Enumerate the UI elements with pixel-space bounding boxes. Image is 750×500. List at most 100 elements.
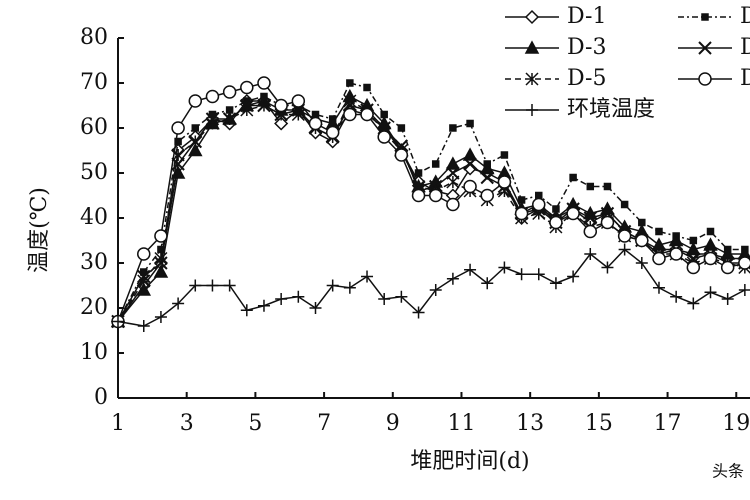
- y-tick-label: 30: [80, 250, 108, 275]
- data-point: [223, 279, 236, 292]
- data-point: [188, 134, 202, 149]
- data-point: [706, 227, 715, 236]
- data-point: [308, 116, 323, 131]
- data-point: [584, 248, 597, 260]
- data-point: [549, 215, 563, 230]
- data-point: [583, 224, 598, 239]
- data-point: [325, 125, 340, 140]
- data-point: [397, 124, 406, 132]
- data-point: [463, 179, 477, 194]
- data-point: [566, 206, 580, 221]
- legend-marker: [698, 41, 712, 55]
- data-point: [738, 256, 750, 270]
- data-point: [532, 268, 545, 281]
- data-point: [112, 315, 124, 328]
- data-point: [480, 188, 494, 203]
- data-point: [360, 107, 374, 122]
- data-point: [343, 94, 357, 108]
- data-point: [428, 188, 443, 203]
- legend-marker: [524, 9, 540, 25]
- data-point: [411, 188, 426, 203]
- legend-marker: [701, 13, 709, 21]
- data-point: [412, 306, 425, 319]
- data-point: [257, 299, 270, 312]
- data-point: [569, 173, 577, 182]
- legend-marker: [524, 40, 540, 54]
- data-point: [586, 182, 595, 191]
- data-point: [429, 284, 442, 296]
- legend-marker: [698, 72, 712, 86]
- x-axis-label: 堆肥时间(d): [410, 449, 529, 474]
- data-point: [686, 241, 701, 256]
- data-point: [189, 279, 202, 292]
- y-tick-label: 10: [80, 340, 108, 365]
- data-point: [431, 160, 440, 168]
- y-tick-label: 70: [80, 70, 108, 95]
- data-point: [515, 268, 528, 281]
- data-point: [686, 260, 701, 275]
- data-point: [154, 229, 168, 243]
- data-point: [154, 311, 167, 323]
- data-point: [309, 302, 322, 314]
- data-point: [618, 243, 631, 256]
- data-point: [603, 182, 612, 191]
- data-point: [720, 260, 735, 275]
- legend-label: D-3: [567, 35, 606, 60]
- data-point: [377, 130, 391, 144]
- data-point: [464, 263, 477, 276]
- data-point: [567, 270, 580, 283]
- x-tick-label: 17: [654, 411, 682, 436]
- data-point: [704, 286, 717, 299]
- data-point: [446, 272, 459, 285]
- data-point: [498, 261, 511, 274]
- data-point: [617, 229, 632, 243]
- data-point: [601, 261, 614, 274]
- legend-label: D: [740, 35, 750, 60]
- data-point: [223, 112, 237, 126]
- y-tick-label: 50: [80, 160, 108, 185]
- data-point: [479, 160, 495, 175]
- data-point: [153, 264, 169, 278]
- data-point: [343, 107, 357, 122]
- data-point: [703, 237, 718, 251]
- data-point: [446, 197, 460, 212]
- data-point: [445, 156, 461, 170]
- data-point: [205, 116, 219, 131]
- data-point: [188, 94, 203, 108]
- data-point: [205, 89, 220, 104]
- data-point: [343, 281, 356, 294]
- data-point: [171, 121, 185, 135]
- data-point: [395, 290, 408, 303]
- data-point: [481, 277, 494, 290]
- data-point: [497, 175, 512, 189]
- legend-label: D: [740, 4, 750, 29]
- data-point: [154, 251, 168, 266]
- data-point: [274, 116, 289, 131]
- data-point: [703, 251, 718, 266]
- data-point: [188, 142, 203, 157]
- data-point: [480, 170, 494, 185]
- data-point: [363, 83, 371, 92]
- data-point: [449, 124, 457, 132]
- data-point: [462, 147, 478, 161]
- x-tick-label: 7: [317, 411, 331, 436]
- data-point: [222, 85, 237, 99]
- data-point: [274, 98, 288, 113]
- data-point: [136, 282, 152, 296]
- data-point: [378, 293, 391, 305]
- data-point: [191, 124, 200, 132]
- data-point: [463, 157, 477, 171]
- data-point: [652, 251, 666, 266]
- x-tick-label: 19: [722, 411, 750, 436]
- legend-marker: [525, 72, 539, 86]
- data-point: [635, 257, 648, 269]
- legend-label: D: [740, 66, 750, 91]
- data-point: [669, 247, 683, 261]
- data-point: [532, 197, 546, 212]
- x-tick-label: 15: [585, 411, 613, 436]
- y-tick-label: 40: [80, 205, 108, 230]
- data-point: [500, 151, 509, 159]
- data-point: [514, 206, 529, 221]
- legend-label: D-5: [567, 66, 606, 91]
